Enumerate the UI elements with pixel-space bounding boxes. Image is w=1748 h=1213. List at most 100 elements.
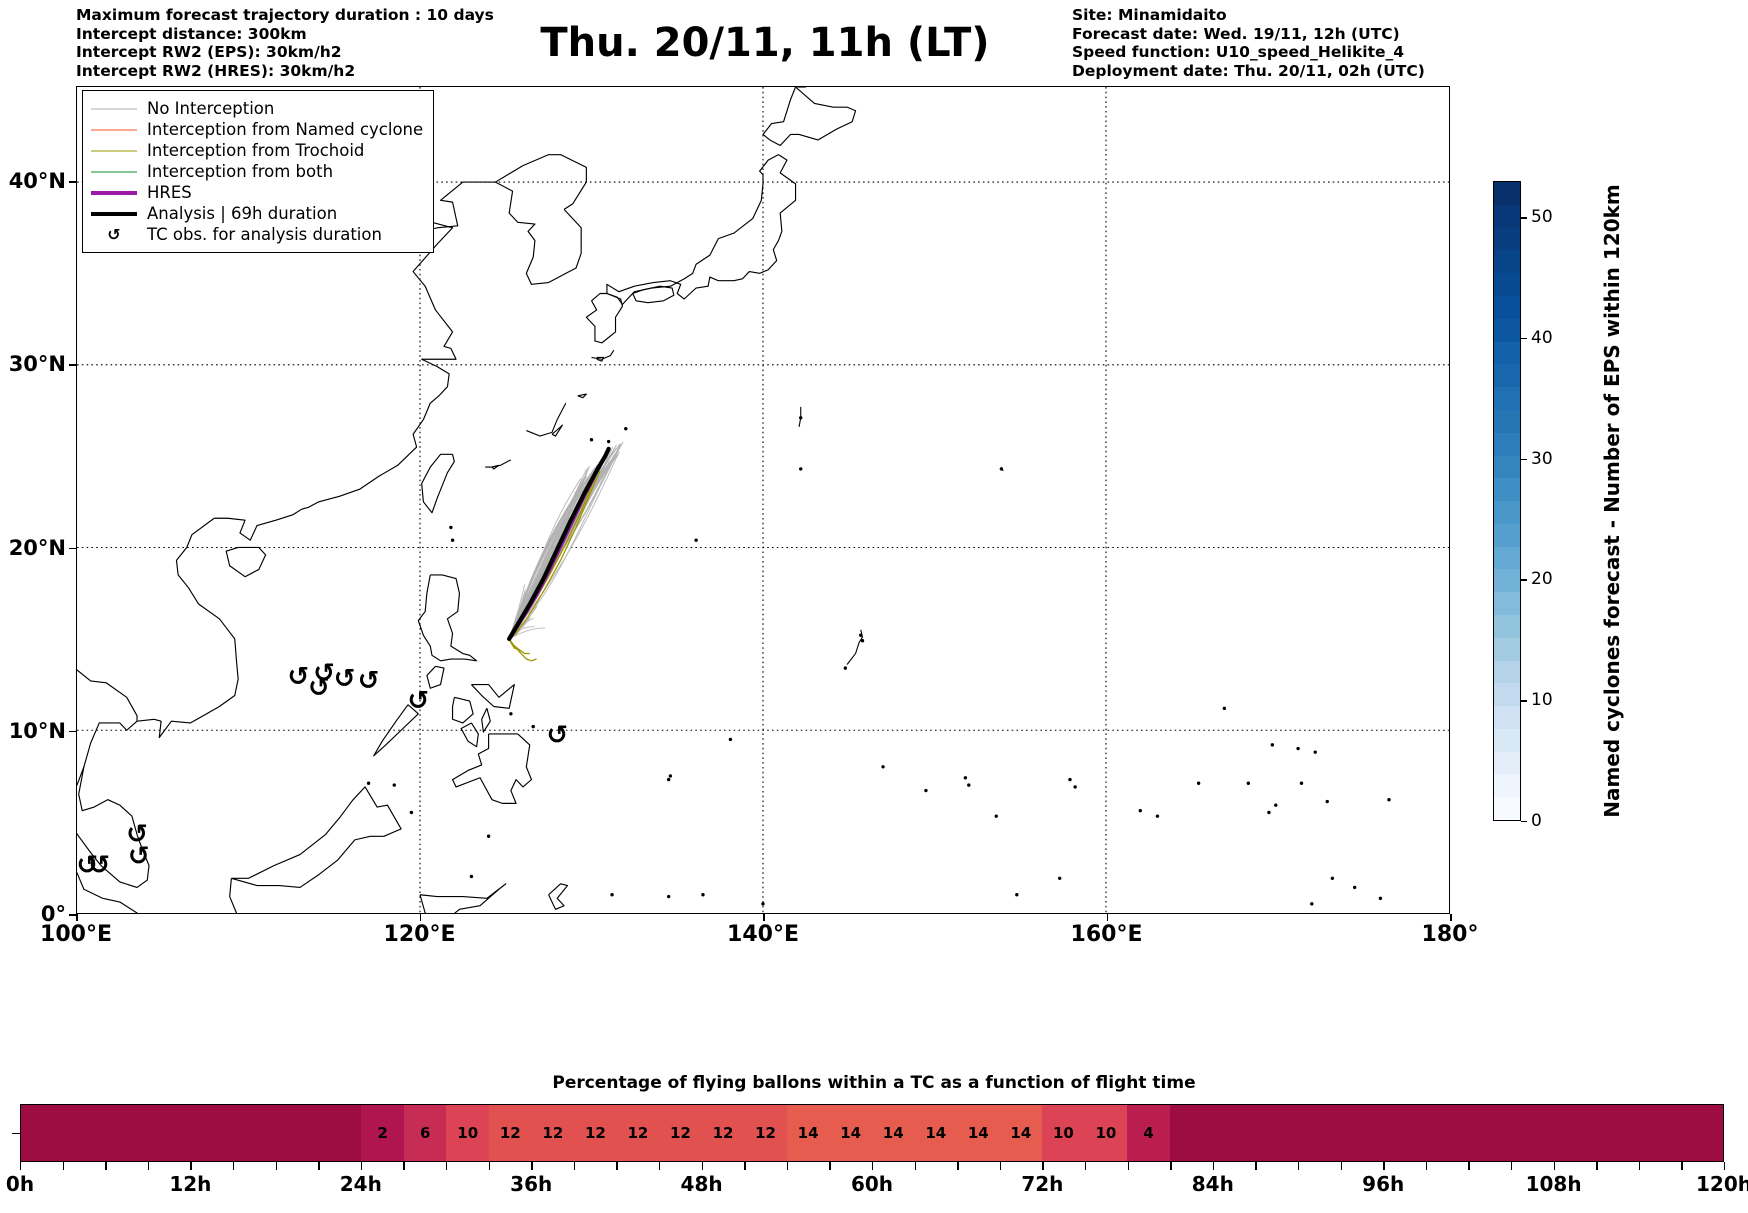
percentage-cell-label: 12 xyxy=(627,1124,649,1142)
percentage-cell-label: 14 xyxy=(797,1124,819,1142)
colorbar-band xyxy=(1494,728,1520,752)
map-ytick-mark xyxy=(69,364,76,367)
percentage-cell: 6 xyxy=(403,1105,447,1161)
percentage-bar-tick-label: 108h xyxy=(1525,1172,1582,1196)
percentage-bar-tick-mark xyxy=(872,1162,874,1170)
colorbar-title: Named cyclones forecast - Number of EPS … xyxy=(1600,184,1624,818)
percentage-bar-tick-mark xyxy=(914,1162,916,1170)
percentage-bar-tick-mark xyxy=(105,1162,107,1170)
map-ytick-label: 30°N xyxy=(8,352,66,377)
percentage-bar-tick-mark xyxy=(1170,1162,1172,1170)
legend-item[interactable]: Interception from Named cyclone xyxy=(91,119,423,140)
percentage-cell-label: 14 xyxy=(840,1124,862,1142)
percentage-cell xyxy=(1297,1105,1340,1161)
colorbar-tick-mark xyxy=(1521,337,1527,340)
percentage-bar-tick-mark xyxy=(957,1162,959,1170)
percentage-cell-label: 14 xyxy=(882,1124,904,1142)
percentage-cell xyxy=(191,1105,234,1161)
legend-item-label: Interception from Trochoid xyxy=(147,141,365,160)
colorbar xyxy=(1493,181,1521,821)
percentage-bar-tick-label: 12h xyxy=(169,1172,212,1196)
svg-text:↺: ↺ xyxy=(334,664,356,694)
map-canvas: ↺↺↺↺ ↺↺↺↺↺↺↺ xyxy=(77,87,1449,913)
colorbar-band xyxy=(1494,501,1520,524)
percentage-bar-tick-label: 48h xyxy=(680,1172,723,1196)
percentage-bar-tick-mark xyxy=(659,1162,661,1170)
legend-item[interactable]: Analysis | 69h duration xyxy=(91,203,423,224)
header-left-block: Maximum forecast trajectory duration : 1… xyxy=(76,6,494,80)
percentage-cell: 14 xyxy=(829,1105,872,1161)
percentage-bar-tick-mark xyxy=(1638,1162,1641,1170)
header-left-line-1: Maximum forecast trajectory duration : 1… xyxy=(76,6,494,24)
colorbar-tick-label: 20 xyxy=(1531,569,1553,590)
svg-text:↺: ↺ xyxy=(546,721,568,751)
colorbar-band xyxy=(1494,478,1520,502)
percentage-bar-title: Percentage of flying ballons within a TC… xyxy=(552,1073,1196,1093)
header-left-line-2: Intercept distance: 300km xyxy=(76,24,307,43)
percentage-cell: 14 xyxy=(871,1105,915,1161)
percentage-cell xyxy=(106,1105,149,1161)
percentage-cell-label: 6 xyxy=(419,1124,431,1142)
percentage-bar-tick-mark xyxy=(1553,1162,1555,1170)
legend-item[interactable]: No Interception xyxy=(91,98,423,119)
percentage-bar-tick-mark xyxy=(744,1162,746,1170)
colorbar-tick-mark xyxy=(1521,700,1527,702)
percentage-bar-tick-mark xyxy=(446,1162,448,1170)
legend-item-label: Interception from Named cyclone xyxy=(147,120,424,139)
colorbar-band xyxy=(1494,227,1520,251)
percentage-cell xyxy=(1382,1105,1426,1161)
colorbar-band xyxy=(1494,797,1520,820)
percentage-bar-tick-mark xyxy=(531,1162,533,1170)
legend-item[interactable]: HRES xyxy=(91,182,423,203)
percentage-bar-tick-mark xyxy=(403,1162,405,1170)
percentage-cell-label: 10 xyxy=(1095,1124,1117,1142)
percentage-cell-label: 2 xyxy=(377,1124,388,1142)
header-left-line-4: Intercept RW2 (HRES): 30km/h2 xyxy=(76,61,356,80)
map-xtick-label: 100°E xyxy=(40,922,112,947)
colorbar-band xyxy=(1494,204,1520,228)
header-left-line-3: Intercept RW2 (EPS): 30km/h2 xyxy=(76,43,342,61)
colorbar-band xyxy=(1494,774,1520,798)
colorbar-tick-label: 30 xyxy=(1531,448,1553,469)
percentage-cell xyxy=(1467,1105,1511,1161)
percentage-bar-tick-label: 36h xyxy=(510,1172,553,1196)
legend-item[interactable]: Interception from Trochoid xyxy=(91,140,423,161)
colorbar-band xyxy=(1494,660,1520,684)
percentage-cell: 12 xyxy=(744,1105,787,1161)
percentage-cell: 10 xyxy=(1042,1105,1085,1161)
percentage-bar-tick-mark xyxy=(1511,1162,1513,1170)
colorbar-band xyxy=(1494,364,1520,388)
colorbar-band xyxy=(1494,432,1520,456)
colorbar-band xyxy=(1494,341,1520,365)
legend-item-label: No Interception xyxy=(147,99,275,118)
percentage-bar-tick-label: 24h xyxy=(339,1172,382,1196)
percentage-bar-tick-mark xyxy=(488,1162,490,1170)
percentage-cell xyxy=(1212,1105,1255,1161)
svg-text:↺: ↺ xyxy=(407,686,429,716)
percentage-cell xyxy=(1510,1105,1553,1161)
percentage-cell-label: 12 xyxy=(670,1124,691,1142)
colorbar-band xyxy=(1494,683,1520,707)
colorbar-band xyxy=(1494,318,1520,342)
colorbar-band xyxy=(1494,706,1520,729)
site-label: Site: Minamidaito xyxy=(1072,6,1227,24)
percentage-cell: 12 xyxy=(659,1105,702,1161)
trajectory-bundle xyxy=(507,441,624,662)
percentage-cell xyxy=(148,1105,192,1161)
speed-function-label: Speed function: U10_speed_Helikite_4 xyxy=(1072,43,1405,61)
svg-text:↺: ↺ xyxy=(126,819,148,849)
legend-item[interactable]: Interception from both xyxy=(91,161,423,182)
colorbar-band xyxy=(1494,409,1520,433)
percentage-bar-tick-mark xyxy=(20,1162,22,1170)
percentage-bar-tick-mark xyxy=(616,1162,618,1170)
percentage-cell-label: 10 xyxy=(457,1124,479,1142)
percentage-cell xyxy=(1425,1105,1468,1161)
percentage-bar-tick-mark xyxy=(1596,1162,1598,1170)
percentage-cell-label: 14 xyxy=(1010,1124,1032,1142)
map-xtick-label: 180° xyxy=(1421,922,1479,947)
percentage-bar-tick-mark xyxy=(190,1162,192,1170)
percentage-cell: 10 xyxy=(1084,1105,1128,1161)
colorbar-tick-label: 0 xyxy=(1531,811,1542,831)
percentage-bar-tick-mark xyxy=(701,1162,703,1170)
legend-item[interactable]: ↺ TC obs. for analysis duration xyxy=(91,224,423,245)
